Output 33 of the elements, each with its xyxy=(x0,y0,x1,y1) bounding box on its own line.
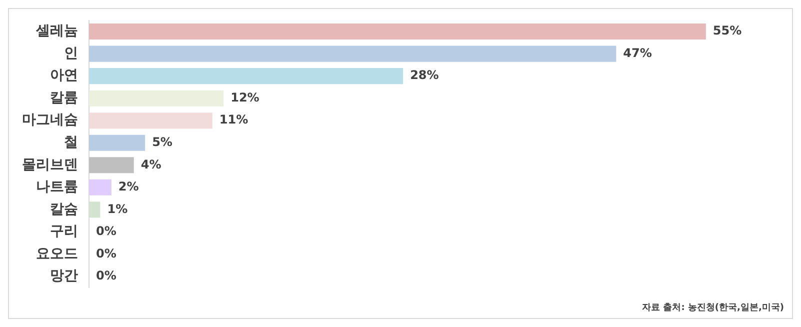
y-tick-label: 망간 xyxy=(50,268,78,284)
bar xyxy=(89,90,224,106)
bar xyxy=(89,46,616,62)
y-tick-label: 칼륨 xyxy=(50,90,78,106)
data-label: 47% xyxy=(623,46,652,60)
text: 자료 출처: 농진청(한국,일본,미국) xyxy=(642,302,784,314)
bar xyxy=(89,68,404,84)
data-label: 4% xyxy=(140,157,162,172)
y-tick-label: 요오드 xyxy=(36,246,78,262)
y-tick-label: 칼슘 xyxy=(50,201,78,218)
data-label: 55% xyxy=(712,24,742,38)
data-label: 2% xyxy=(118,180,139,194)
y-tick-label: 나트륨 xyxy=(36,179,78,196)
y-tick-label: 몰리브덴 xyxy=(22,156,78,173)
bar xyxy=(89,157,134,174)
data-label: 0% xyxy=(96,246,116,260)
y-tick-label: 셀레늄 xyxy=(35,23,78,40)
y-tick-label: 마그네슘 xyxy=(22,112,78,128)
y-tick-label: 철 xyxy=(64,134,78,151)
data-label: 5% xyxy=(152,134,172,149)
y-tick-label: 구리 xyxy=(50,224,78,240)
bar xyxy=(89,134,146,151)
bar xyxy=(89,112,212,129)
data-label: 0% xyxy=(96,224,116,238)
y-tick-label: 인 xyxy=(64,45,78,62)
data-label: 28% xyxy=(410,68,439,82)
data-label: 12% xyxy=(230,90,260,104)
bar xyxy=(89,24,706,40)
data-label: 0% xyxy=(96,268,116,283)
data-label: 11% xyxy=(219,112,248,127)
data-label: 1% xyxy=(107,202,128,216)
y-tick-label: 아연 xyxy=(50,68,78,84)
bar xyxy=(89,179,112,196)
